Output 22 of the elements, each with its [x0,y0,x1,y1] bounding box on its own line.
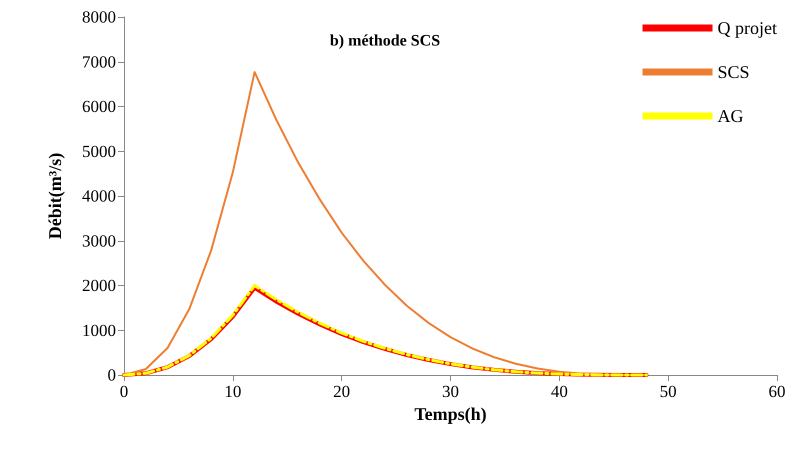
legend-label: AG [718,106,744,126]
y-tick-label: 4000 [82,186,116,206]
x-axis-title: Temps(h) [414,404,487,424]
x-tick-label: 0 [120,382,128,401]
legend-label: SCS [718,62,750,82]
y-tick-label: 0 [108,366,116,384]
x-tick-label: 40 [550,382,568,401]
y-tick-label: 3000 [82,231,116,250]
x-tick-label: 20 [333,382,350,401]
y-axis-title: Débit(m³/s) [45,152,65,240]
x-tick-label: 50 [660,382,677,401]
x-tick-label: 10 [224,382,242,401]
y-tick-label: 5000 [82,142,116,161]
text: b) méthode SCS [330,32,440,50]
y-tick-label: 7000 [82,52,116,72]
y-tick-label: 6000 [82,97,116,116]
x-tick-label: 60 [768,382,786,401]
y-tick-label: 8000 [82,8,116,26]
x-tick-label: 30 [442,382,459,401]
y-tick-label: 2000 [82,276,116,295]
y-tick-label: 1000 [82,320,116,340]
legend-label: Q projet [718,18,777,38]
